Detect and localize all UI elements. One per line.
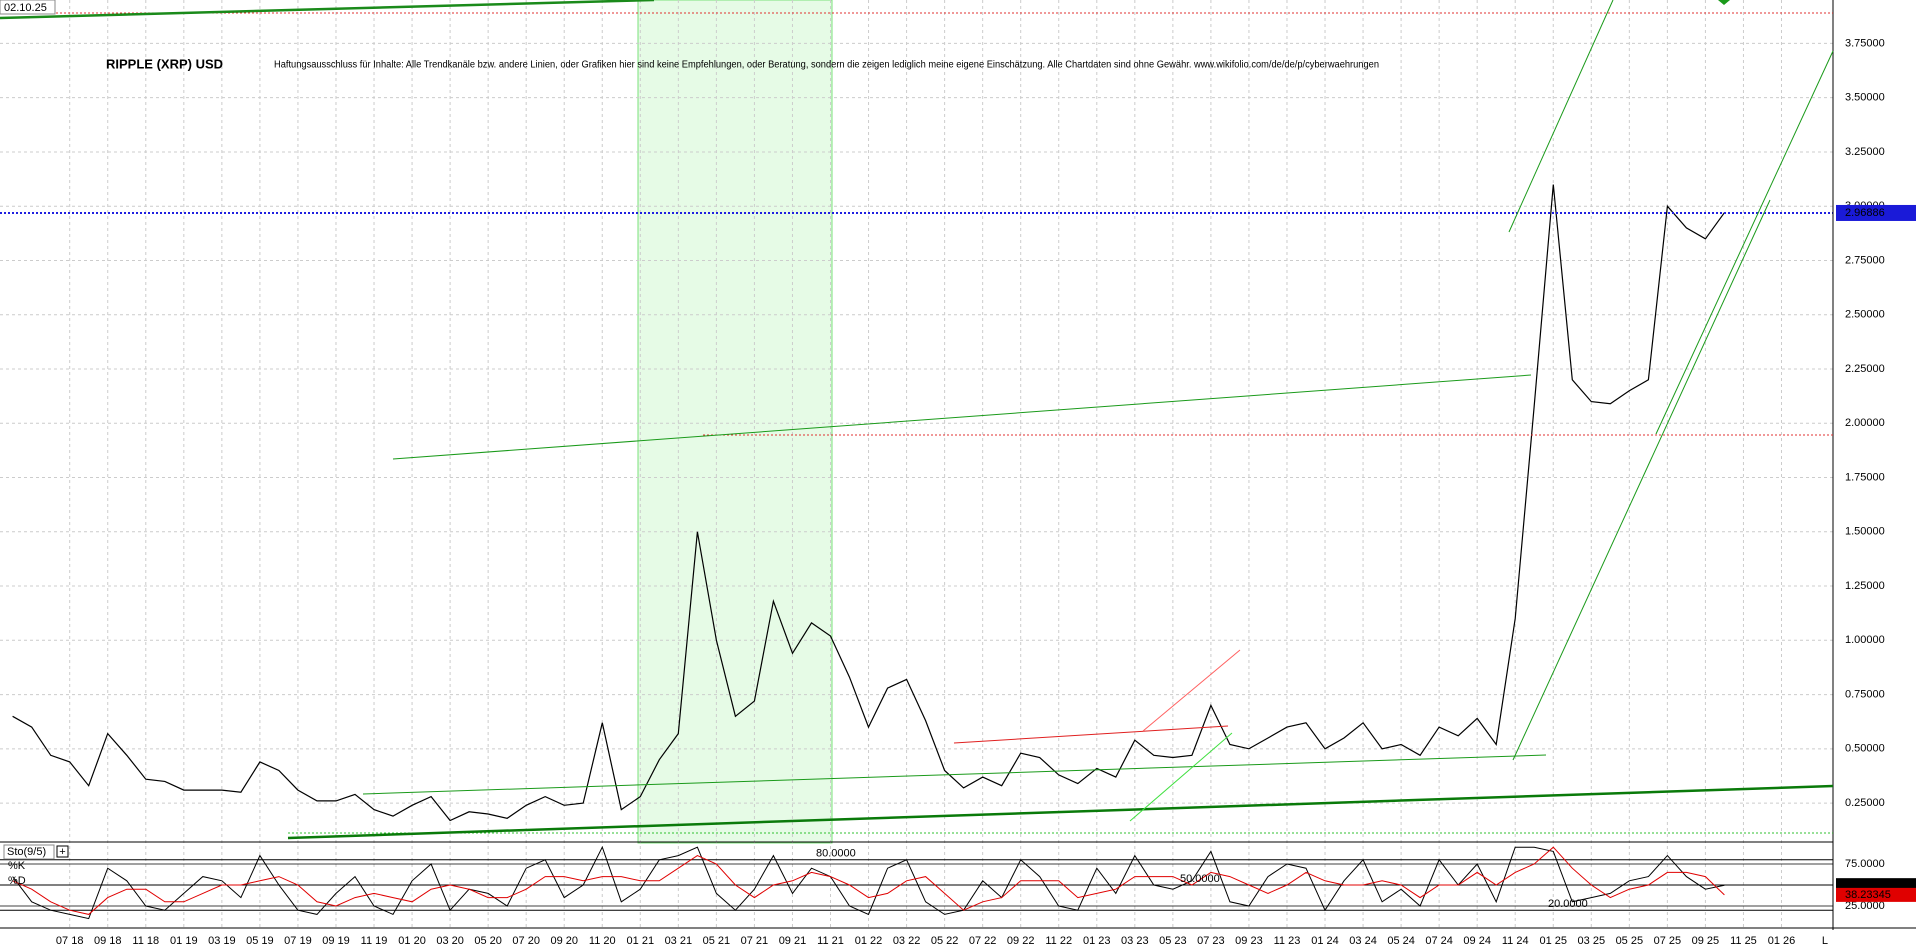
highlight-zone: [637, 0, 833, 844]
x-tick-label: 05 22: [931, 935, 959, 947]
y-tick-label: 75.0000: [1845, 858, 1885, 870]
plot-layer: [0, 0, 1833, 927]
trend-line: [1129, 732, 1233, 822]
x-tick-label: 07 23: [1197, 935, 1225, 947]
last-value-label: 38.23345: [1845, 889, 1891, 901]
y-tick-label: 0.25000: [1845, 797, 1885, 809]
x-tick-label: 03 23: [1121, 935, 1149, 947]
date-label: 02.10.25: [4, 2, 47, 14]
last-price-box: [1836, 204, 1916, 221]
expand-icon: +: [59, 846, 65, 858]
x-tick-label: 09 21: [779, 935, 807, 947]
marker: [1718, 0, 1730, 5]
y-tick-label: 1.75000: [1845, 471, 1885, 483]
indicator-title: Sto(9/5): [7, 846, 46, 858]
legend-label: %D: [8, 875, 26, 887]
x-tick-label: 11 23: [1274, 935, 1301, 947]
y-tick-label: 2.75000: [1845, 254, 1885, 266]
x-tick-label: 01 26: [1768, 935, 1796, 947]
x-tick-label: 03 22: [893, 935, 921, 947]
y-tick-label: 1.50000: [1845, 526, 1885, 538]
last-price-label: 2.96886: [1845, 207, 1885, 219]
x-tick-label: 03 20: [436, 935, 464, 947]
x-tick-label: 07 22: [969, 935, 997, 947]
legend-label: %K: [8, 860, 26, 872]
x-tick-label: 11 22: [1045, 935, 1072, 947]
y-tick-label: 25.0000: [1845, 900, 1885, 912]
trend-line: [1512, 199, 1771, 761]
expand-button[interactable]: [56, 845, 69, 858]
x-tick-label: 05 23: [1159, 935, 1187, 947]
trend-line: [1142, 649, 1241, 732]
x-tick-label: 11 19: [361, 935, 388, 947]
trend-line: [953, 725, 1229, 744]
x-tick-label: 03 21: [665, 935, 693, 947]
y-tick-label: 1.00000: [1845, 634, 1885, 646]
y-tick-label: 2.25000: [1845, 363, 1885, 375]
x-tick-label: 11 20: [589, 935, 616, 947]
x-tick-label: 05 25: [1616, 935, 1644, 947]
x-tick-label: 03 24: [1349, 935, 1377, 947]
y-tick-label: 1.25000: [1845, 580, 1885, 592]
x-tick-label: 07 18: [56, 935, 84, 947]
trend-lines: [0, 0, 1834, 840]
trend-line: [1508, 0, 1614, 233]
x-tick-label: 03 19: [208, 935, 236, 947]
trend-line: [392, 374, 1532, 460]
x-tick-label: 01 23: [1083, 935, 1111, 947]
level-label: 80.0000: [816, 848, 856, 860]
data-line: [12, 184, 1725, 822]
x-tick-label: 09 18: [94, 935, 122, 947]
x-tick-label: 01 22: [855, 935, 883, 947]
x-tick-label: 07 19: [284, 935, 312, 947]
x-tick-label: 11 24: [1502, 935, 1529, 947]
x-tick-label: 05 24: [1387, 935, 1415, 947]
trend-line: [0, 0, 655, 20]
x-tick-label: 09 24: [1463, 935, 1491, 947]
y-tick-label: 3.50000: [1845, 92, 1885, 104]
y-tick-label: 2.00000: [1845, 417, 1885, 429]
data-line: [12, 845, 1725, 920]
x-tick-label: 11 25: [1730, 935, 1757, 947]
corner-label: L: [1822, 935, 1828, 947]
x-tick-label: 09 19: [322, 935, 350, 947]
x-tick-label: 09 23: [1235, 935, 1263, 947]
x-tick-label: 07 21: [741, 935, 769, 947]
y-tick-label: 3.25000: [1845, 146, 1885, 158]
x-tick-label: 05 20: [474, 935, 502, 947]
trend-line: [1655, 50, 1834, 435]
trend-line: [287, 784, 1834, 840]
x-tick-label: 01 21: [627, 935, 655, 947]
data-line: [12, 846, 1725, 915]
disclaimer: Haftungsausschluss für Inhalte: Alle Tre…: [274, 60, 1379, 71]
x-tick-label: 09 22: [1007, 935, 1035, 947]
x-tick-label: 07 20: [512, 935, 540, 947]
last-value-box: [1836, 887, 1916, 902]
x-tick-label: 01 20: [398, 935, 426, 947]
y-tick-label: 0.50000: [1845, 743, 1885, 755]
x-tick-label: 09 25: [1692, 935, 1720, 947]
y-tick-label: 2.50000: [1845, 309, 1885, 321]
x-tick-label: 07 24: [1425, 935, 1453, 947]
x-tick-label: 11 21: [817, 935, 844, 947]
level-label: 20.0000: [1548, 898, 1588, 910]
indicator-box: [3, 844, 55, 860]
level-label: 50.0000: [1180, 873, 1220, 885]
chart-title: RIPPLE (XRP) USD: [106, 56, 223, 71]
y-tick-label: 3.75000: [1845, 37, 1885, 49]
x-tick-label: 05 21: [703, 935, 731, 947]
y-tick-label: 0.75000: [1845, 688, 1885, 700]
x-tick-label: 01 24: [1311, 935, 1339, 947]
trend-line: [362, 754, 1547, 795]
date-box: [0, 0, 56, 15]
x-tick-label: 03 25: [1578, 935, 1606, 947]
x-tick-label: 09 20: [550, 935, 578, 947]
x-tick-label: 07 25: [1654, 935, 1682, 947]
x-tick-label: 01 19: [170, 935, 198, 947]
x-tick-label: 01 25: [1539, 935, 1567, 947]
x-tick-label: 11 18: [132, 935, 159, 947]
x-tick-label: 05 19: [246, 935, 274, 947]
